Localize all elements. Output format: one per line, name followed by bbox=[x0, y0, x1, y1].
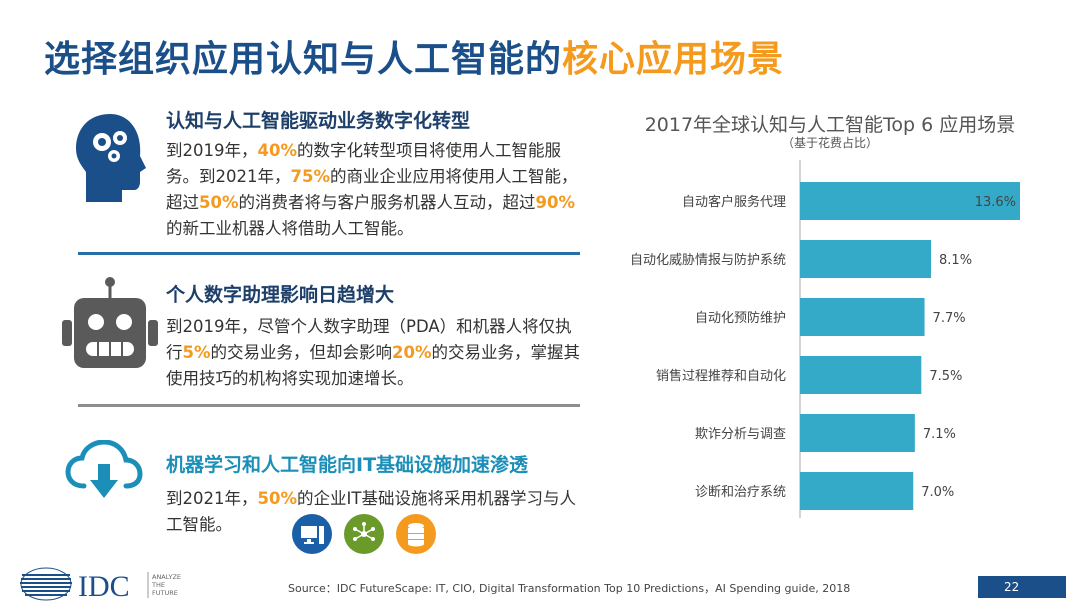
bar-5 bbox=[800, 472, 914, 510]
section2-heading: 个人数字助理影响日趋增大 bbox=[166, 284, 395, 306]
section3-heading: 机器学习和人工智能向IT基础设施加速渗透 bbox=[166, 454, 529, 476]
computer-icon bbox=[292, 514, 332, 554]
database-icon bbox=[396, 514, 436, 554]
category-label-0: 自动客户服务代理 bbox=[682, 194, 786, 210]
section3-body: 到2021年，50%的企业IT基础设施将采用机器学习与人工智能。 bbox=[166, 489, 576, 534]
cloud-download-icon bbox=[65, 440, 143, 498]
page-title: 选择组织应用认知与人工智能的核心应用场景 bbox=[44, 30, 784, 82]
chart-subtitle: （基于花费占比） bbox=[781, 136, 878, 150]
title-main: 选择组织应用认知与人工智能的 bbox=[44, 39, 563, 80]
bar-3 bbox=[800, 356, 922, 394]
logo-tagline-1: ANALYZE bbox=[152, 573, 181, 581]
category-label-2: 自动化预防维护 bbox=[695, 310, 786, 326]
bar-1 bbox=[800, 240, 932, 278]
bar-chart: 自动客户服务代理 13.6% 自动化威胁情报与防护系统 8.1% 自动化预防维护 7.7%… bbox=[630, 160, 1020, 518]
logo-text: IDC bbox=[78, 570, 130, 602]
section1-heading: 认知与人工智能驱动业务数字化转型 bbox=[166, 110, 471, 132]
category-label-1: 自动化威胁情报与防护系统 bbox=[630, 252, 786, 268]
network-icon bbox=[344, 514, 384, 554]
brain-head-icon bbox=[76, 114, 146, 202]
divider-2 bbox=[78, 404, 580, 407]
category-label-4: 欺诈分析与调查 bbox=[695, 427, 786, 442]
idc-logo: IDC ANALYZE THE FUTURE bbox=[20, 567, 181, 602]
source-note: Source：IDC FutureScape: IT, CIO, Digital… bbox=[288, 582, 851, 595]
logo-tagline-2: THE bbox=[151, 581, 165, 589]
logo-tagline-3: FUTURE bbox=[152, 589, 178, 597]
bar-4 bbox=[800, 414, 915, 452]
section2-body: 到2019年，尽管个人数字助理（PDA）和机器人将仅执行5%的交易业务，但却会影… bbox=[166, 317, 581, 388]
bar-2 bbox=[800, 298, 925, 336]
category-label-5: 诊断和治疗系统 bbox=[695, 485, 786, 500]
divider-1 bbox=[78, 252, 580, 255]
value-label-1: 8.1% bbox=[939, 253, 972, 268]
value-label-4: 7.1% bbox=[923, 427, 956, 442]
section1-body: 到2019年，40%的数字化转型项目将使用人工智能服务。到2021年，75%的商… bbox=[166, 141, 578, 238]
category-label-3: 销售过程推荐和自动化 bbox=[656, 368, 786, 384]
value-label-3: 7.5% bbox=[929, 369, 962, 384]
page-number: 22 bbox=[978, 576, 1066, 598]
value-label-5: 7.0% bbox=[921, 485, 954, 500]
value-label-2: 7.7% bbox=[933, 311, 966, 326]
chart-title: 2017年全球认知与人工智能Top 6 应用场景 bbox=[644, 114, 1016, 136]
bar-0 bbox=[800, 182, 1020, 220]
robot-icon bbox=[62, 277, 158, 368]
value-label-0: 13.6% bbox=[975, 195, 1016, 210]
title-highlight: 核心应用场景 bbox=[562, 39, 785, 80]
